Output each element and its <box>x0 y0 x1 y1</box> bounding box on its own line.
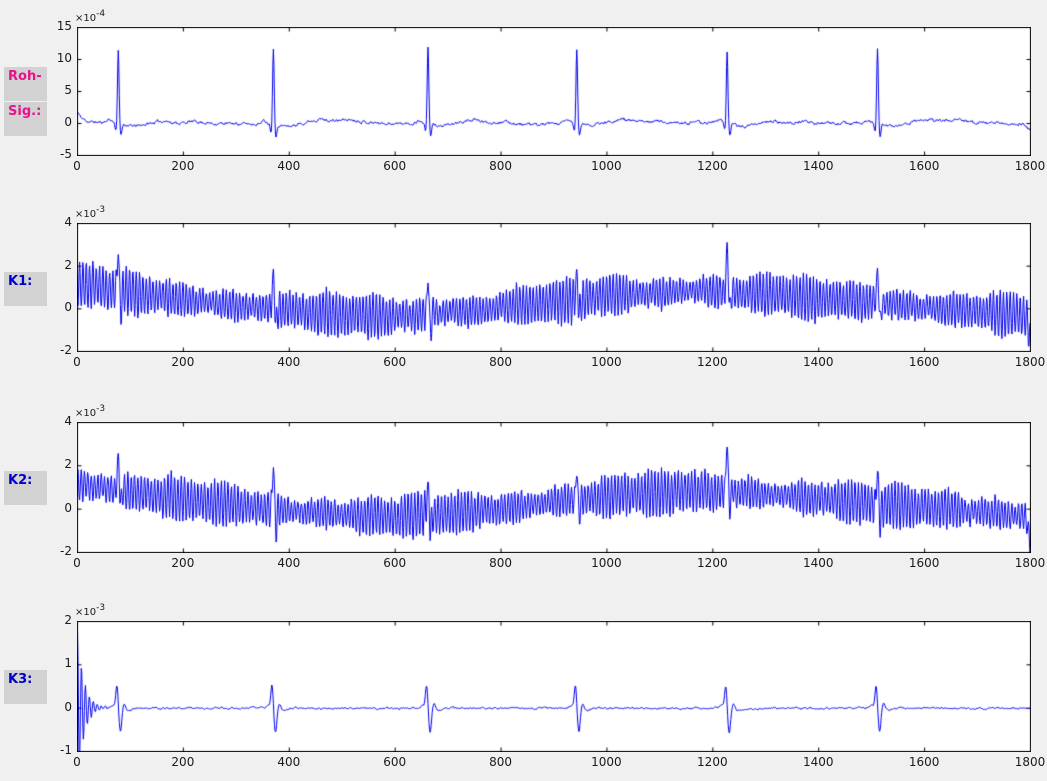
y-tick-label: 5 <box>64 83 72 97</box>
y-tick-label: 4 <box>64 215 72 229</box>
y-axis-exponent-label: ×10-3 <box>75 603 106 618</box>
y-axis-exponent-label: ×10-3 <box>75 205 106 220</box>
x-tick-label: 1000 <box>591 159 622 173</box>
y-axis-exponent-label: ×10-4 <box>75 9 106 24</box>
x-tick-label: 1600 <box>908 355 940 369</box>
y-tick-label: 0 <box>64 300 72 315</box>
y-tick-label: 2 <box>64 257 72 272</box>
y-tick-label: 15 <box>56 19 72 33</box>
x-tick-label: 0 <box>73 159 81 173</box>
x-tick-label: 600 <box>383 355 407 369</box>
x-tick-label: 400 <box>277 755 301 769</box>
x-tick-label: 600 <box>383 755 407 769</box>
label-roh: Roh- <box>4 67 47 101</box>
x-tick-label: 0 <box>73 556 81 570</box>
x-tick-label: 400 <box>277 159 301 173</box>
y-tick-label: 0 <box>64 699 72 714</box>
x-tick-label: 0 <box>73 755 81 769</box>
x-tick-label: 1800 <box>1014 755 1046 769</box>
y-tick-label: 2 <box>64 613 72 627</box>
x-tick-label: 1800 <box>1014 159 1046 173</box>
x-tick-label: 800 <box>489 159 512 173</box>
x-tick-label: 400 <box>277 556 301 570</box>
y-tick-label: 4 <box>64 414 72 428</box>
plot-canvas-k3 <box>77 621 1031 752</box>
y-tick-label: 0 <box>64 115 72 129</box>
y-tick-label: -2 <box>60 544 72 558</box>
x-tick-label: 600 <box>383 159 407 173</box>
x-tick-label: 800 <box>489 556 512 570</box>
x-tick-label: 1000 <box>591 755 622 769</box>
plot-canvas-k1 <box>77 223 1031 352</box>
label-k1: K1: <box>4 272 47 306</box>
plot-canvas-k2 <box>77 422 1031 553</box>
y-tick-label: -5 <box>60 147 72 161</box>
x-tick-label: 1800 <box>1014 556 1046 570</box>
x-tick-label: 1600 <box>908 755 940 769</box>
x-tick-label: 1200 <box>697 355 728 369</box>
y-tick-label: -1 <box>60 743 72 757</box>
x-tick-label: 200 <box>171 755 195 769</box>
x-tick-label: 0 <box>73 355 81 369</box>
x-tick-label: 1600 <box>908 556 940 570</box>
x-tick-label: 600 <box>383 556 407 570</box>
x-tick-label: 200 <box>171 159 195 173</box>
y-axis-exponent-label: ×10-3 <box>75 404 106 419</box>
x-tick-label: 200 <box>171 556 195 570</box>
x-tick-label: 400 <box>277 355 301 369</box>
y-tick-label: 1 <box>64 656 72 671</box>
x-tick-label: 1000 <box>591 556 622 570</box>
y-tick-label: 10 <box>56 51 72 65</box>
y-tick-label: 0 <box>64 500 72 515</box>
x-tick-label: 1400 <box>802 755 834 769</box>
label-k3: K3: <box>4 670 47 704</box>
x-tick-label: 800 <box>489 355 512 369</box>
x-tick-label: 1800 <box>1014 355 1046 369</box>
x-tick-label: 1400 <box>802 355 834 369</box>
x-tick-label: 800 <box>489 755 512 769</box>
x-tick-label: 1400 <box>802 556 834 570</box>
y-tick-label: 2 <box>64 457 72 472</box>
label-k2: K2: <box>4 471 47 505</box>
x-tick-label: 1600 <box>908 159 940 173</box>
x-tick-label: 1200 <box>697 556 728 570</box>
x-tick-label: 200 <box>171 355 195 369</box>
x-tick-label: 1400 <box>802 159 834 173</box>
x-tick-label: 1200 <box>697 159 728 173</box>
y-tick-label: -2 <box>60 343 72 357</box>
x-tick-label: 1000 <box>591 355 622 369</box>
label-sig: Sig.: <box>4 102 47 136</box>
plot-canvas-roh-signal <box>77 27 1031 156</box>
x-tick-label: 1200 <box>697 755 728 769</box>
